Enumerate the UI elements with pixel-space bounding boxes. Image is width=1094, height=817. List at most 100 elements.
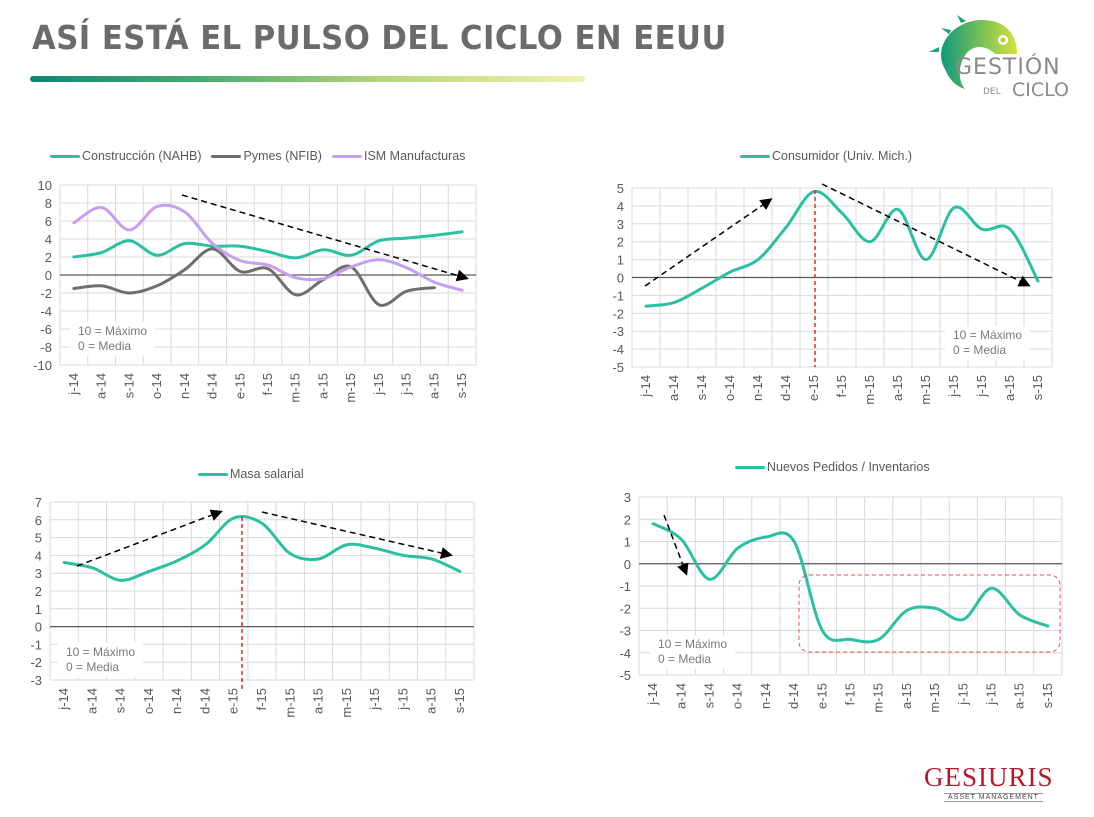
y-tick-label: -1 xyxy=(619,579,631,594)
legend-label: Pymes (NFIB) xyxy=(243,149,322,163)
x-tick-label: o-14 xyxy=(730,683,745,709)
x-tick-label: j-15 xyxy=(395,688,410,711)
legend-item: Pymes (NFIB) xyxy=(211,149,322,163)
y-tick-label: -2 xyxy=(612,306,624,321)
x-tick-label: a-15 xyxy=(1002,375,1017,401)
x-tick-label: e-15 xyxy=(232,373,247,399)
x-tick-label: s-15 xyxy=(1030,375,1045,400)
y-tick-label: -2 xyxy=(30,655,42,670)
y-tick-label: 10 xyxy=(38,178,52,193)
x-tick-label: a-14 xyxy=(94,373,109,399)
x-tick-label: j-15 xyxy=(955,683,970,706)
series-line xyxy=(72,230,464,260)
title-underline xyxy=(30,76,585,82)
page-title: ASÍ ESTÁ EL PULSO DEL CICLO EN EEUU xyxy=(32,18,727,57)
x-tick-label: a-15 xyxy=(424,688,439,714)
y-tick-label: 2 xyxy=(35,584,42,599)
x-tick-label: f-15 xyxy=(834,375,849,397)
x-tick-label: j-14 xyxy=(56,688,71,711)
y-tick-label: 3 xyxy=(617,217,624,232)
y-tick-label: -3 xyxy=(612,324,624,339)
y-tick-label: 2 xyxy=(45,250,52,265)
x-tick-label: f-15 xyxy=(260,373,275,395)
legend-swatch xyxy=(740,154,770,158)
x-tick-label: s-14 xyxy=(694,375,709,400)
y-tick-label: -4 xyxy=(612,342,624,357)
legend-swatch xyxy=(331,154,362,158)
x-tick-label: n-14 xyxy=(169,688,184,714)
legend-chart-1: Construcción (NAHB) Pymes (NFIB) ISM Man… xyxy=(50,149,465,163)
y-tick-label: -8 xyxy=(40,340,52,355)
legend-item: ISM Manufacturas xyxy=(331,149,466,163)
x-tick-label: m-15 xyxy=(927,683,942,713)
y-tick-label: 6 xyxy=(35,513,42,528)
series-line xyxy=(72,247,436,307)
trend-arrow xyxy=(644,198,773,287)
x-tick-label: e-15 xyxy=(226,688,241,714)
x-tick-label: j-15 xyxy=(946,375,961,398)
x-tick-label: f-15 xyxy=(254,688,269,710)
note-line: 10 = Máximo xyxy=(78,324,148,338)
y-tick-label: -1 xyxy=(612,288,624,303)
y-tick-label: 4 xyxy=(617,199,624,214)
y-tick-label: -5 xyxy=(612,360,624,375)
note-line: 10 = Máximo xyxy=(66,645,136,659)
y-tick-label: 3 xyxy=(624,490,631,505)
gesiuris-subtitle: ASSET MANAGEMENT xyxy=(944,793,1043,802)
y-tick-label: 4 xyxy=(35,548,42,563)
note-line: 0 = Media xyxy=(658,652,712,666)
x-tick-label: j-14 xyxy=(66,373,81,396)
x-tick-label: a-15 xyxy=(315,373,330,399)
x-tick-label: j-14 xyxy=(645,683,660,706)
logo-text-ciclo: CICLO xyxy=(1012,79,1069,101)
chart-2: 5 4 3 2 1 0 -1 -2 -3 -4 -5 j-14 a-14 s-14 o-14 n-14 d-14… xyxy=(612,181,1053,405)
y-tick-label: -4 xyxy=(619,646,631,661)
x-tick-label: m-15 xyxy=(282,688,297,718)
y-tick-label: 1 xyxy=(624,535,631,550)
x-tick-label: a-15 xyxy=(1012,683,1027,709)
y-tick-label: 0 xyxy=(617,271,624,286)
x-tick-label: j-15 xyxy=(371,373,386,396)
x-tick-label: a-14 xyxy=(673,683,688,709)
x-tick-label: n-14 xyxy=(758,683,773,709)
series-line xyxy=(72,203,464,292)
x-tick-label: d-14 xyxy=(786,683,801,709)
x-tick-label: s-15 xyxy=(1040,683,1055,708)
x-tick-label: m-15 xyxy=(862,375,877,405)
logo-text-del: DEL xyxy=(983,87,1001,97)
x-tick-label: j-15 xyxy=(367,688,382,711)
legend-chart-2: Consumidor (Univ. Mich.) xyxy=(740,149,912,163)
y-tick-label: -2 xyxy=(619,601,631,616)
x-tick-label: s-14 xyxy=(113,688,128,713)
x-tick-label: e-15 xyxy=(814,683,829,709)
y-tick-label: 2 xyxy=(624,512,631,527)
legend-swatch xyxy=(211,154,242,158)
x-tick-label: s-14 xyxy=(121,373,136,398)
y-tick-label: -1 xyxy=(30,637,42,652)
x-tick-label: j-15 xyxy=(399,373,414,396)
note-line: 0 = Media xyxy=(66,660,120,674)
scale-note: 10 = Máximo 0 = Media xyxy=(70,322,156,356)
y-tick-label: 7 xyxy=(35,495,42,510)
y-tick-label: -3 xyxy=(619,624,631,639)
y-tick-label: -3 xyxy=(30,673,42,688)
y-tick-label: 3 xyxy=(35,566,42,581)
note-line: 0 = Media xyxy=(78,339,132,353)
y-tick-label: -10 xyxy=(33,358,52,373)
gesiuris-logo: GESIURIS xyxy=(924,762,1054,792)
x-tick-label: a-14 xyxy=(84,688,99,714)
trend-arrow xyxy=(76,509,223,567)
note-line: 10 = Máximo xyxy=(658,637,728,651)
y-tick-label: 0 xyxy=(45,268,52,283)
x-tick-label: s-14 xyxy=(702,683,717,708)
x-tick-label: j-15 xyxy=(984,683,999,706)
legend-label: ISM Manufacturas xyxy=(363,149,466,163)
x-tick-label: m-15 xyxy=(343,373,358,403)
x-tick-label: a-15 xyxy=(890,375,905,401)
x-tick-label: d-14 xyxy=(205,373,220,399)
trend-arrow xyxy=(261,511,453,559)
legend-item: Nuevos Pedidos / Inventarios xyxy=(735,460,930,474)
x-tick-label: m-15 xyxy=(339,688,354,718)
